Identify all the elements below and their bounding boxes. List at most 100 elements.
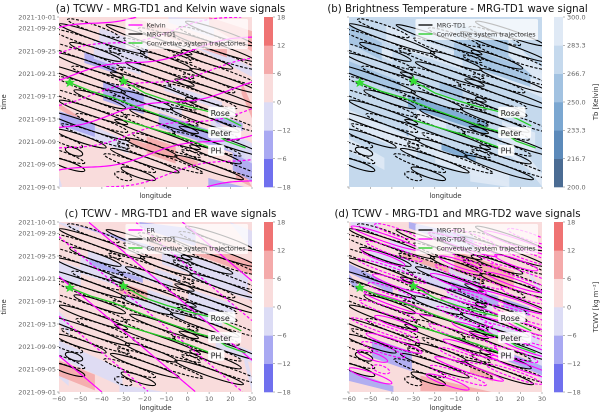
trajectory-ph — [413, 119, 500, 148]
mrg-td1-contour — [174, 359, 244, 386]
mrg-td2-contour — [425, 373, 470, 391]
genesis-star-icon — [354, 282, 365, 293]
mrg-td1-contour — [180, 49, 234, 70]
colorbar-bin — [264, 45, 273, 74]
x-tick-label: 20 — [226, 395, 234, 403]
genesis-star-icon — [354, 77, 365, 88]
x-tick-label: −30 — [406, 395, 420, 403]
mrg-td1-contour — [349, 349, 376, 370]
panel-d: (d) TCWV - MRG-TD1 and MRG-TD2 wave sign… — [300, 205, 600, 415]
trajectory-ph — [123, 324, 210, 353]
mrg-td2-contour — [494, 254, 539, 272]
colorbar-tick-label: 216.7 — [567, 155, 586, 163]
kelvin-contour — [59, 17, 137, 28]
y-tick-label: 2021-10-01 — [18, 218, 56, 226]
mrg-td1-contour — [59, 128, 107, 149]
x-tick-label: 30 — [248, 395, 256, 403]
plot-area — [349, 17, 542, 187]
mrg-td1-contour — [59, 267, 127, 299]
genesis-star-icon — [118, 75, 129, 86]
field-patch — [398, 31, 463, 70]
mrg-td1-contour — [67, 223, 120, 244]
legend-box — [415, 224, 538, 254]
colorbar-bin — [264, 73, 273, 103]
kelvin-contour — [106, 158, 252, 187]
trajectory-rose — [123, 285, 242, 332]
storm-label-box — [208, 127, 242, 139]
y-tick-label: 2021-09-21 — [18, 275, 56, 283]
x-tick-label: −10 — [159, 395, 173, 403]
mrg-td2-contour — [365, 240, 423, 263]
storm-label-box — [208, 144, 225, 156]
mrg-td2-contour — [429, 364, 487, 387]
colorbar-tick-label: −12 — [277, 127, 291, 135]
panel-a: (a) TCWV - MRG-TD1 and Kelvin wave signa… — [0, 0, 300, 210]
legend-item: Convective system trajectories — [436, 31, 536, 39]
y-tick-label: 2021-09-05 — [18, 366, 56, 374]
mrg-td2-contour — [438, 347, 483, 365]
storm-label: Peter — [211, 129, 233, 138]
mrg-td1-contour — [357, 223, 410, 244]
legend-item: MRG-TD1 — [436, 227, 466, 235]
colorbar-tick-label: −6 — [567, 332, 577, 340]
storm-label: PH — [501, 147, 512, 156]
legend-box — [415, 19, 538, 40]
colorbar-tick-label: −12 — [567, 360, 581, 368]
panel-title: (a) TCWV - MRG-TD1 and Kelvin wave signa… — [56, 4, 285, 15]
mrg-td1-contour — [67, 18, 120, 39]
er-contour — [59, 275, 196, 392]
y-tick-label: 2021-09-13 — [18, 115, 56, 123]
field-patch — [154, 268, 181, 283]
x-axis-label: longitude — [139, 404, 171, 412]
trajectory-peter — [69, 287, 246, 354]
mrg-td2-contour — [374, 314, 419, 333]
mrg-td2-contour — [444, 288, 489, 306]
mrg-td1-contour — [349, 86, 419, 118]
y-tick-label: 2021-10-01 — [18, 13, 56, 21]
field-patch — [208, 178, 245, 187]
colorbar-bin — [264, 222, 273, 251]
panel-b: (b) Brightness Temperature - MRG-TD1 wav… — [300, 0, 600, 210]
colorbar-tick-label: 0 — [277, 303, 281, 311]
colorbar-tick-label: −18 — [277, 183, 291, 191]
x-tick-label: −40 — [385, 395, 399, 403]
colorbar-bin — [554, 102, 563, 131]
x-tick-label: −50 — [74, 395, 88, 403]
colorbar-tick-label: −6 — [277, 332, 287, 340]
mrg-td2-contour — [365, 332, 423, 354]
colorbar-tick-label: 0 — [567, 303, 571, 311]
mrg-td2-contour — [485, 363, 542, 385]
field-patch — [232, 150, 252, 182]
colorbar-tick-label: 18 — [277, 13, 285, 21]
mrg-td1-contour — [414, 137, 468, 158]
mrg-td1-contour — [59, 86, 129, 118]
legend-box — [125, 224, 248, 254]
y-tick-label: 2021-09-09 — [18, 138, 56, 146]
colorbar-tick-label: 0 — [277, 98, 281, 106]
colorbar-bin — [554, 73, 563, 103]
mrg-td1-contour — [59, 62, 127, 94]
legend-item: MRG-TD2 — [436, 236, 466, 244]
x-axis-label: longitude — [139, 192, 171, 200]
colorbar-tick-label: 200.0 — [567, 183, 586, 191]
x-tick-label: −10 — [449, 395, 463, 403]
trajectory-ph — [413, 324, 500, 353]
storm-label: PH — [501, 352, 512, 361]
y-tick-label: 2021-09-29 — [18, 230, 56, 238]
field-patch — [60, 111, 95, 137]
y-tick-label: 2021-09-01 — [18, 183, 56, 191]
storm-label: Peter — [211, 334, 233, 343]
x-tick-label: 0 — [186, 395, 190, 403]
storm-label-box — [498, 349, 515, 361]
storm-label: Rose — [211, 314, 230, 323]
mrg-td1-contour — [112, 95, 199, 127]
legend-item: Convective system trajectories — [146, 245, 246, 253]
mrg-td1-contour — [349, 333, 397, 354]
panel-title: (b) Brightness Temperature - MRG-TD1 wav… — [327, 4, 587, 15]
storm-label-box — [498, 106, 526, 118]
storm-label: Rose — [211, 109, 230, 118]
mrg-td2-contour — [451, 320, 496, 339]
mrg-td1-contour — [59, 349, 86, 370]
mrg-td1-contour — [404, 376, 423, 387]
kelvin-contour — [59, 57, 252, 106]
